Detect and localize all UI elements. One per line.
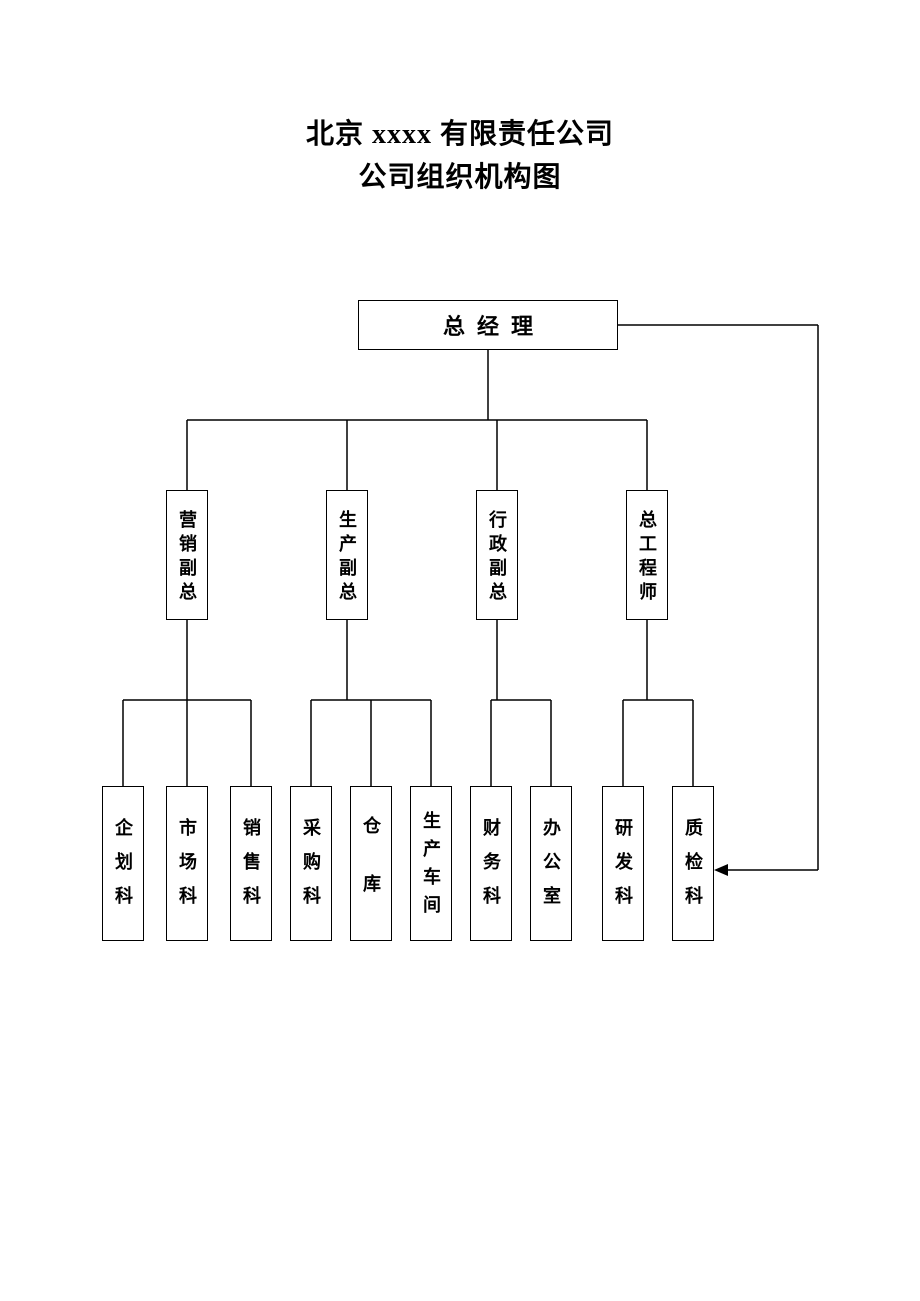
node-chief-engineer: 总工程师 <box>626 490 668 620</box>
node-label: 营销副总 <box>174 510 200 606</box>
node-label: 采购科 <box>298 818 324 920</box>
node-label: 行政副总 <box>484 510 510 606</box>
node-dept-market: 市场科 <box>166 786 208 941</box>
node-label: 仓库 <box>358 816 384 932</box>
node-label: 生产副总 <box>334 510 360 606</box>
node-label: 总经理 <box>443 309 545 341</box>
node-dept-purchasing: 采购科 <box>290 786 332 941</box>
node-label: 生产车间 <box>418 811 444 923</box>
node-vp-admin: 行政副总 <box>476 490 518 620</box>
node-label: 企划科 <box>110 818 136 920</box>
org-chart-connectors <box>0 0 920 1301</box>
node-label: 市场科 <box>174 818 200 920</box>
node-label: 研发科 <box>610 818 636 920</box>
node-vp-sales: 营销副总 <box>166 490 208 620</box>
node-vp-production: 生产副总 <box>326 490 368 620</box>
node-general-manager: 总经理 <box>358 300 618 350</box>
node-label: 销售科 <box>238 818 264 920</box>
node-dept-workshop: 生产车间 <box>410 786 452 941</box>
node-dept-qc: 质检科 <box>672 786 714 941</box>
node-label: 质检科 <box>680 818 706 920</box>
node-dept-sales: 销售科 <box>230 786 272 941</box>
node-dept-rd: 研发科 <box>602 786 644 941</box>
node-label: 财务科 <box>478 818 504 920</box>
node-label: 总工程师 <box>634 510 660 606</box>
node-label: 办公室 <box>538 818 564 920</box>
node-dept-finance: 财务科 <box>470 786 512 941</box>
org-chart-page: 北京 xxxx 有限责任公司 公司组织机构图 <box>0 0 920 1301</box>
node-dept-warehouse: 仓库 <box>350 786 392 941</box>
node-dept-planning: 企划科 <box>102 786 144 941</box>
node-dept-office: 办公室 <box>530 786 572 941</box>
